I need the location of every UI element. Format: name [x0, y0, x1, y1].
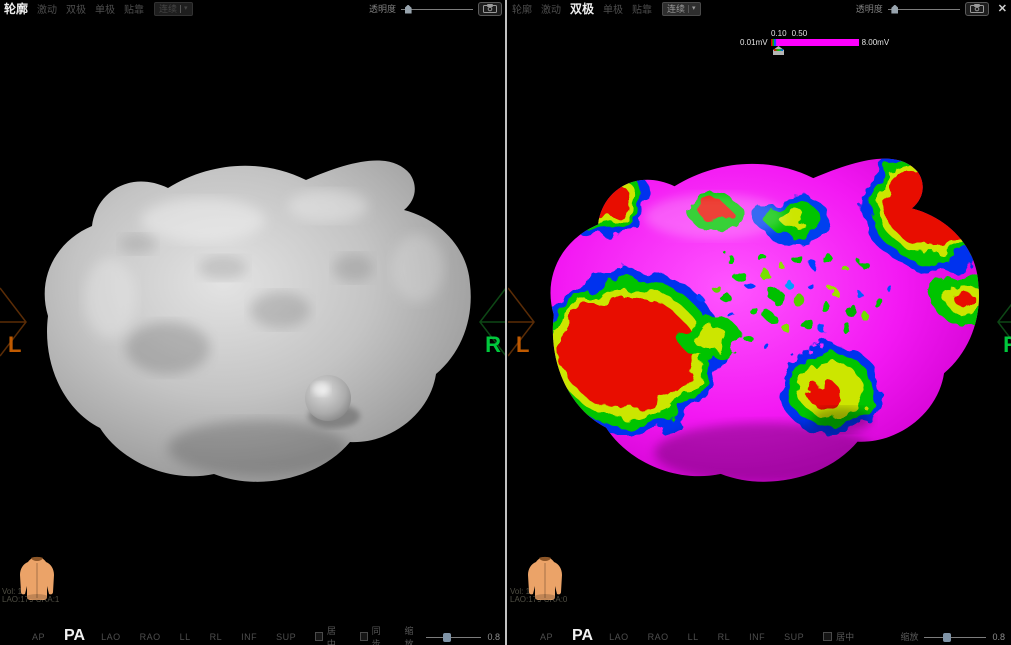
rotate-right-arrow-icon[interactable]	[478, 283, 506, 361]
scale-tick-low: 0.10	[771, 29, 787, 38]
scale-threshold-ticks: 0.10 0.50	[771, 29, 812, 38]
view-button-rao[interactable]: RAO	[647, 631, 669, 642]
orientation-left-label: L	[8, 332, 22, 357]
orientation-right-label: R	[485, 332, 501, 357]
zoom-label: 缩放	[404, 625, 414, 645]
center-checkbox-group: 居中	[315, 624, 342, 645]
rotate-right-arrow-icon[interactable]	[996, 283, 1011, 361]
voltage-color-scale[interactable]: 0.10 0.50 0.01mV 8.00mV	[740, 29, 1010, 57]
viewport-panel-bipolar: 轮廓 激动 双极 单极 贴靠 连续 ▾ 透明度 ✕	[508, 0, 1011, 645]
camera-icon	[483, 4, 497, 13]
zoom-value: 0.8	[992, 631, 1005, 642]
rotate-left-arrow-icon[interactable]	[508, 283, 536, 361]
chevron-down-icon: ▾	[184, 5, 188, 12]
view-button-sup[interactable]: SUP	[784, 631, 805, 642]
sync-checkbox[interactable]	[359, 632, 368, 641]
center-checkbox-group: 居中	[823, 630, 854, 643]
close-button[interactable]: ✕	[997, 3, 1007, 15]
tab-unipolar[interactable]: 单极	[603, 5, 624, 16]
left-viewbar: AP PA LAO RAO LL RL INF SUP 居中 同步 缩放 0.8	[0, 626, 506, 645]
view-button-inf[interactable]: INF	[749, 631, 766, 642]
slider-thumb[interactable]	[442, 632, 451, 642]
tab-contact[interactable]: 贴靠	[632, 5, 653, 16]
zoom-value: 0.8	[487, 631, 500, 642]
view-button-pa[interactable]: PA	[64, 627, 86, 644]
dropdown-separator	[180, 4, 182, 13]
scale-threshold-handle[interactable]	[773, 46, 784, 55]
tab-bipolar[interactable]: 双极	[570, 2, 595, 16]
view-button-rl[interactable]: RL	[209, 631, 223, 642]
center-checkbox-label: 居中	[326, 625, 336, 645]
transparency-label: 透明度	[368, 4, 396, 14]
coloring-mode-dropdown[interactable]: 连续 ▾	[662, 1, 701, 16]
camera-snapshot-button[interactable]	[478, 1, 502, 16]
view-button-ll[interactable]: LL	[179, 631, 191, 642]
slider-track	[887, 8, 960, 10]
slider-track	[924, 636, 987, 638]
dropdown-value: 连续	[667, 4, 686, 14]
view-button-sup[interactable]: SUP	[276, 631, 297, 642]
view-button-ap[interactable]: AP	[540, 631, 554, 642]
tab-bipolar[interactable]: 双极	[66, 5, 87, 16]
tab-contour[interactable]: 轮廓	[512, 5, 532, 16]
scale-gradient-bar[interactable]	[770, 39, 859, 46]
camera-icon	[969, 4, 984, 13]
slider-track	[401, 8, 473, 10]
slider-thumb[interactable]	[891, 4, 899, 14]
sync-checkbox-group: 同步	[359, 624, 387, 645]
view-button-lao[interactable]: LAO	[101, 631, 121, 642]
zoom-control: 缩放 0.8	[900, 630, 1005, 643]
transparency-slider[interactable]	[401, 4, 473, 14]
dropdown-separator	[688, 4, 690, 13]
voltage-map-model	[550, 158, 979, 482]
view-button-pa[interactable]: PA	[572, 627, 594, 644]
transparency-slider[interactable]	[887, 4, 960, 14]
view-button-ll[interactable]: LL	[687, 631, 699, 642]
panel-divider	[505, 0, 507, 645]
tab-contour[interactable]: 轮廓	[4, 2, 29, 16]
center-checkbox[interactable]	[315, 632, 323, 641]
tab-activation[interactable]: 激动	[37, 5, 58, 16]
overlay-volume: Vol: 1	[510, 587, 531, 596]
zoom-slider[interactable]	[426, 632, 482, 642]
coloring-mode-dropdown[interactable]: 连续 ▾	[154, 1, 193, 16]
sync-checkbox-label: 同步	[371, 625, 381, 645]
orientation-left-label: L	[516, 332, 530, 357]
view-button-lao[interactable]: LAO	[609, 631, 629, 642]
dropdown-value: 连续	[159, 4, 178, 14]
slider-thumb[interactable]	[943, 632, 952, 642]
transparency-label: 透明度	[855, 4, 883, 14]
scale-min-label: 0.01mV	[740, 38, 768, 47]
right-viewbar: AP PA LAO RAO LL RL INF SUP 居中 缩放 0.8	[508, 627, 1011, 645]
zoom-control: 缩放 0.8	[404, 624, 500, 645]
slider-thumb[interactable]	[404, 4, 412, 14]
overlay-volume: Vol: 1	[2, 587, 23, 596]
view-button-rao[interactable]: RAO	[139, 631, 161, 642]
body-orientation-icon	[528, 556, 562, 600]
center-checkbox[interactable]	[823, 632, 833, 641]
right-topbar: 轮廓 激动 双极 单极 贴靠 连续 ▾ 透明度 ✕	[508, 0, 1011, 16]
zoom-slider[interactable]	[924, 632, 987, 642]
left-topbar: 轮廓 激动 双极 单极 贴靠 连续 ▾ 透明度	[0, 0, 506, 16]
view-button-rl[interactable]: RL	[717, 631, 731, 642]
rotate-left-arrow-icon[interactable]	[0, 283, 28, 361]
view-button-ap[interactable]: AP	[32, 631, 46, 642]
tab-unipolar[interactable]: 单极	[95, 5, 116, 16]
scale-tick-high: 0.50	[791, 29, 808, 38]
viewport-panel-contour: 轮廓 激动 双极 单极 贴靠 连续 ▾ 透明度	[0, 0, 506, 645]
orientation-right-label: R	[1003, 332, 1011, 358]
slider-track	[426, 636, 482, 638]
gray-heart-model	[44, 160, 471, 482]
center-checkbox-label: 居中	[836, 632, 855, 642]
view-button-inf[interactable]: INF	[241, 631, 258, 642]
camera-snapshot-button[interactable]	[964, 1, 989, 16]
body-orientation-icon	[20, 556, 54, 600]
scale-max-label: 8.00mV	[861, 38, 890, 47]
model-viewport-voltage[interactable]	[520, 146, 1000, 503]
zoom-label: 缩放	[900, 632, 919, 642]
tab-contact[interactable]: 贴靠	[124, 5, 145, 16]
chevron-down-icon: ▾	[692, 5, 696, 12]
model-viewport-gray[interactable]	[18, 148, 488, 503]
tab-activation[interactable]: 激动	[541, 5, 561, 16]
